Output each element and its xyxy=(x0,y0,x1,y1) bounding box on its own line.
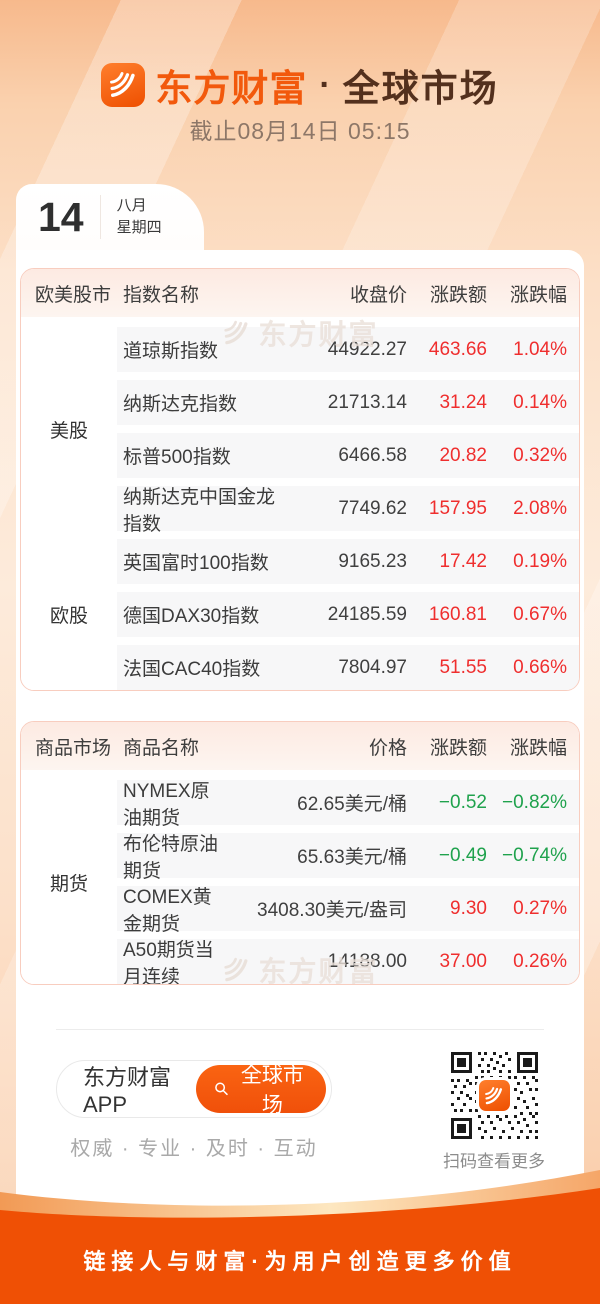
table-row: 英国富时100指数 9165.23 17.42 0.19% xyxy=(117,539,579,584)
app-pill: 东方财富APP 全球市场 xyxy=(56,1060,332,1118)
qr-block: 扫码查看更多 xyxy=(443,1052,545,1172)
col-header-price: 价格 xyxy=(368,737,407,759)
table-row: 道琼斯指数 44922.27 463.66 1.04% xyxy=(117,327,579,372)
table-row: COMEX黄金期货 3408.30美元/盎司 9.30 0.27% xyxy=(117,886,579,935)
commodities-table-header: 商品市场 商品名称 价格 涨跌额 涨跌幅 xyxy=(21,722,579,770)
search-icon xyxy=(215,1082,229,1096)
commodities-table-card: 东方财富 商品市场 商品名称 价格 涨跌额 涨跌幅 期货 NYMEX原油期货 6… xyxy=(20,721,580,985)
qr-caption: 扫码查看更多 xyxy=(443,1152,545,1171)
date-day: 14 xyxy=(38,193,84,240)
table-row: 标普500指数 6466.58 20.82 0.32% xyxy=(117,433,579,478)
promo-section: 东方财富APP 全球市场 权威 · 专业 · 及时 · 互动 xyxy=(56,1029,545,1172)
table-row: 布伦特原油期货 65.63美元/桶 −0.49 −0.74% xyxy=(117,833,579,882)
group-label: 美股 xyxy=(21,327,117,531)
table-row: A50期货当月连续 14188.00 37.00 0.26% xyxy=(117,939,579,984)
group-label: 欧股 xyxy=(21,539,117,690)
as-of-timestamp: 截止08月14日 05:15 xyxy=(189,118,411,144)
date-month: 八月 xyxy=(116,197,147,215)
table-row: NYMEX原油期货 62.65美元/桶 −0.52 −0.82% xyxy=(117,780,579,829)
app-name: 东方财富APP xyxy=(83,1065,172,1117)
brand-name: 东方财富 xyxy=(155,68,308,109)
table-row: 纳斯达克中国金龙指数 7749.62 157.95 2.08% xyxy=(117,486,579,535)
col-header-name: 指数名称 xyxy=(123,284,200,306)
col-header-name: 商品名称 xyxy=(123,737,200,759)
group-label: 期货 xyxy=(21,780,117,984)
commodities-market-label: 商品市场 xyxy=(35,737,112,759)
table-row: 法国CAC40指数 7804.97 51.55 0.66% xyxy=(117,645,579,690)
footer-wave xyxy=(0,1170,600,1304)
table-row: 纳斯达克指数 21713.14 31.24 0.14% xyxy=(117,380,579,425)
date-card: 14 八月 星期四 xyxy=(16,184,204,250)
title-separator: · xyxy=(319,65,331,104)
date-weekday: 星期四 xyxy=(116,219,162,236)
col-header-pct: 涨跌幅 xyxy=(509,737,567,759)
date-divider xyxy=(99,195,101,239)
col-header-pct: 涨跌幅 xyxy=(509,284,567,306)
qr-center-logo-icon xyxy=(478,1080,510,1111)
stocks-market-label: 欧美股市 xyxy=(35,284,112,306)
page-header: 东方财富 · 全球市场 xyxy=(0,58,600,112)
group-us-stocks: 美股 道琼斯指数 44922.27 463.66 1.04% 纳斯达克指数 21… xyxy=(21,327,579,535)
stocks-table-card: 东方财富 欧美股市 指数名称 收盘价 涨跌额 涨跌幅 美股 道琼斯指数 4492… xyxy=(20,268,580,691)
col-header-price: 收盘价 xyxy=(349,284,407,306)
table-row: 德国DAX30指数 24185.59 160.81 0.67% xyxy=(117,592,579,637)
group-eu-stocks: 欧股 英国富时100指数 9165.23 17.42 0.19% 德国DAX30… xyxy=(21,539,579,690)
stocks-table-header: 欧美股市 指数名称 收盘价 涨跌额 涨跌幅 xyxy=(21,269,579,317)
page-title: 全球市场 xyxy=(342,68,499,109)
qr-code xyxy=(450,1052,538,1139)
col-header-change: 涨跌额 xyxy=(429,737,487,759)
content-card: 东方财富 欧美股市 指数名称 收盘价 涨跌额 涨跌幅 美股 道琼斯指数 4492… xyxy=(16,250,584,1304)
group-futures: 期货 NYMEX原油期货 62.65美元/桶 −0.52 −0.82% 布伦特原… xyxy=(21,780,579,984)
global-market-button[interactable]: 全球市场 xyxy=(196,1064,326,1117)
col-header-change: 涨跌额 xyxy=(429,284,487,306)
eastmoney-logo-icon xyxy=(101,63,146,107)
app-slogan: 权威 · 专业 · 及时 · 互动 xyxy=(70,1138,318,1160)
footer-slogan: 链接人与财富·为用户创造更多价值 xyxy=(83,1249,517,1274)
